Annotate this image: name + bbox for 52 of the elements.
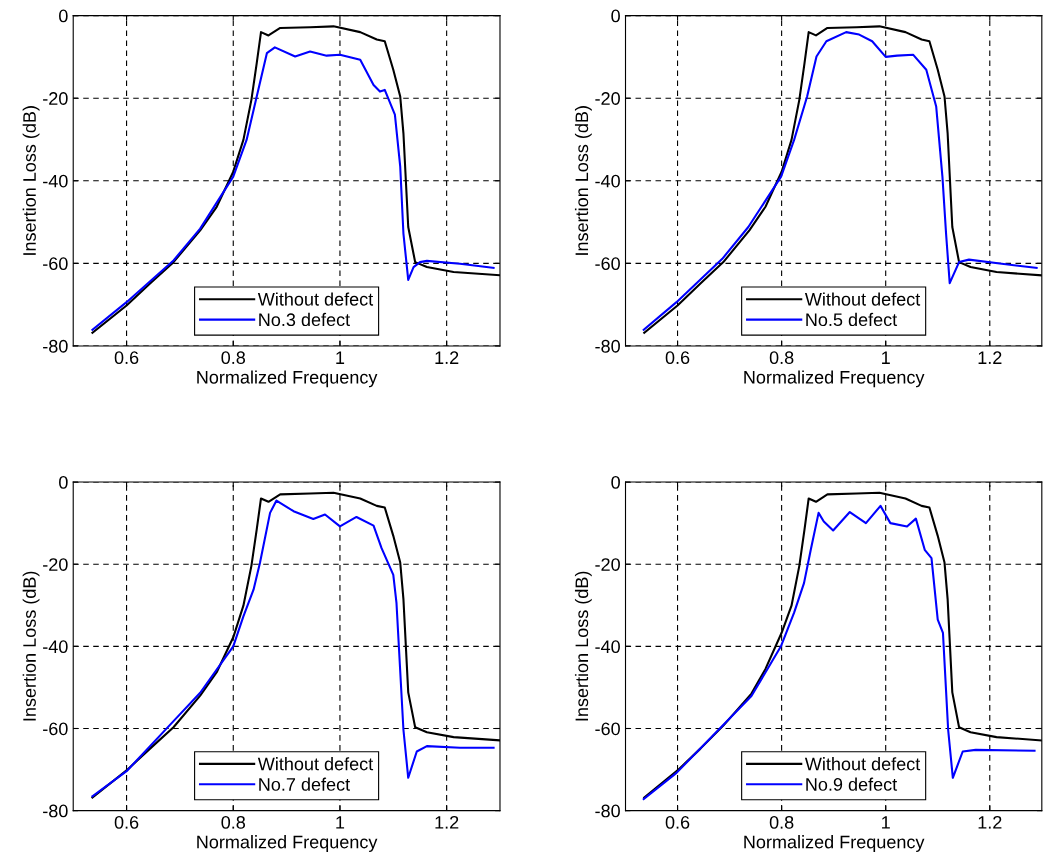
y-tick-label: 0	[59, 9, 68, 23]
y-tick-label: 0	[611, 475, 620, 489]
y-tick-label: -40	[595, 640, 620, 654]
y-tick-label: -20	[43, 558, 68, 571]
x-tick-label: 1	[882, 816, 890, 829]
x-axis-title: Normalized Frequency	[744, 835, 925, 852]
y-tick-label: -40	[43, 174, 68, 188]
y-tick-label: 0	[59, 475, 68, 489]
y-tick-label: -20	[43, 92, 68, 105]
x-tick-label: 1	[882, 351, 890, 364]
y-tick-label: -60	[595, 722, 620, 736]
x-axis-title: Normalized Frequency	[744, 370, 925, 388]
legend-label: Without defect	[257, 757, 374, 771]
y-axis-title: Insertion Loss (dB)	[22, 106, 40, 255]
x-tick-label: 0.8	[769, 351, 794, 365]
legend-label: Without defect	[804, 757, 921, 771]
legend-label: No.9 defect	[806, 777, 898, 791]
x-tick-label: 0.6	[114, 351, 139, 365]
x-tick-label: 1	[336, 816, 345, 829]
x-tick-label: 1.2	[978, 815, 1002, 829]
x-axis-title: Normalized Frequency	[197, 835, 378, 852]
y-tick-label: -40	[43, 640, 68, 654]
y-tick-label: -80	[595, 339, 620, 353]
legend-label: No.5 defect	[806, 312, 898, 327]
y-tick-label: -60	[43, 257, 68, 271]
x-tick-label: 1	[336, 351, 345, 364]
y-tick-label: -60	[595, 257, 620, 271]
y-tick-label: -80	[595, 804, 620, 818]
x-tick-label: 1.2	[435, 351, 459, 364]
y-tick-label: -60	[43, 722, 68, 736]
x-tick-label: 1.2	[435, 815, 459, 829]
legend-label: Without defect	[804, 292, 921, 306]
x-tick-label: 0.8	[769, 815, 794, 829]
y-tick-label: 0	[611, 9, 620, 23]
x-tick-label: 0.8	[221, 815, 246, 829]
legend-label: No.3 defect	[259, 312, 350, 327]
x-tick-label: 0.6	[114, 815, 139, 829]
x-tick-label: 0.6	[665, 351, 690, 365]
x-tick-label: 1.2	[978, 351, 1002, 364]
y-tick-label: -20	[595, 92, 620, 105]
y-tick-label: -20	[595, 558, 620, 571]
y-axis-title: Insertion Loss (dB)	[574, 571, 592, 721]
x-tick-label: 0.6	[665, 815, 690, 829]
y-tick-label: -80	[43, 339, 68, 353]
x-axis-title: Normalized Frequency	[197, 370, 378, 388]
y-axis-title: Insertion Loss (dB)	[574, 106, 592, 255]
legend-label: Without defect	[257, 292, 374, 306]
y-tick-label: -40	[595, 174, 620, 188]
legend-label: No.7 defect	[259, 777, 350, 791]
y-axis-title: Insertion Loss (dB)	[22, 571, 40, 721]
y-tick-label: -80	[43, 804, 68, 818]
x-tick-label: 0.8	[221, 351, 246, 365]
